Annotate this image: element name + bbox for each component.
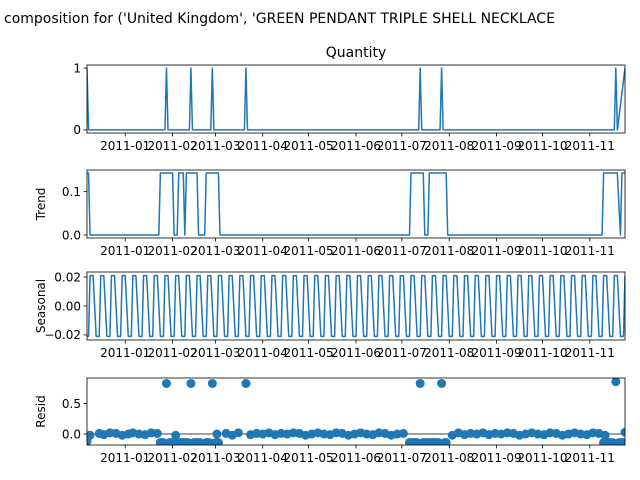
resid-ytick-label: 0.5 xyxy=(62,397,81,411)
seasonal-ytick-label: −0.02 xyxy=(44,328,81,342)
resid-panel: 0.50.02011-012011-022011-032011-042011-0… xyxy=(34,377,626,465)
resid-xtick-label: 2011-04 xyxy=(238,451,288,465)
trend-line xyxy=(87,172,625,236)
observed-xtick-label: 2011-07 xyxy=(377,139,427,153)
resid-point xyxy=(398,428,408,438)
seasonal-xtick-label: 2011-03 xyxy=(190,346,240,360)
observed-xtick-label: 2011-01 xyxy=(100,139,150,153)
seasonal-xtick-label: 2011-10 xyxy=(517,346,567,360)
trend-frame xyxy=(86,169,626,239)
observed-xtick-label: 2011-09 xyxy=(472,139,522,153)
resid-xtick-label: 2011-08 xyxy=(424,451,474,465)
observed-xtick-label: 2011-11 xyxy=(565,139,615,153)
resid-xtick-label: 2011-10 xyxy=(517,451,567,465)
observed-xtick-label: 2011-05 xyxy=(284,139,334,153)
trend-xtick-label: 2011-05 xyxy=(284,244,334,258)
observed-xtick-label: 2011-02 xyxy=(148,139,198,153)
seasonal-data xyxy=(87,274,625,338)
seasonal-ytick-label: 0.02 xyxy=(54,270,81,284)
trend-xtick-label: 2011-01 xyxy=(100,244,150,258)
resid-point xyxy=(186,378,196,388)
observed-xtick-label: 2011-08 xyxy=(424,139,474,153)
observed-data xyxy=(87,67,625,131)
trend-xtick-label: 2011-06 xyxy=(331,244,381,258)
resid-xtick-label: 2011-02 xyxy=(148,451,198,465)
seasonal-ylabel: Seasonal xyxy=(34,279,48,333)
resid-point xyxy=(600,430,610,440)
resid-xtick-label: 2011-07 xyxy=(377,451,427,465)
resid-point xyxy=(152,428,162,438)
seasonal-xtick-label: 2011-05 xyxy=(284,346,334,360)
resid-point xyxy=(207,378,217,388)
observed-ytick-label: 0 xyxy=(73,123,81,137)
seasonal-xtick-label: 2011-06 xyxy=(331,346,381,360)
resid-ylabel: Resid xyxy=(34,395,48,427)
resid-point xyxy=(212,429,222,439)
resid-xtick-label: 2011-01 xyxy=(100,451,150,465)
trend-data xyxy=(87,172,625,236)
observed-line xyxy=(87,67,625,131)
trend-xtick-label: 2011-02 xyxy=(148,244,198,258)
observed-panel: 012011-012011-022011-032011-042011-05201… xyxy=(73,61,626,153)
resid-point xyxy=(161,378,171,388)
seasonal-xtick-label: 2011-01 xyxy=(100,346,150,360)
resid-xtick-label: 2011-03 xyxy=(190,451,240,465)
trend-ylabel: Trend xyxy=(34,188,48,222)
trend-xtick-label: 2011-04 xyxy=(238,244,288,258)
seasonal-xtick-label: 2011-07 xyxy=(377,346,427,360)
resid-data xyxy=(87,378,625,445)
trend-xtick-label: 2011-03 xyxy=(190,244,240,258)
trend-xtick-label: 2011-11 xyxy=(565,244,615,258)
trend-ytick-label: 0.0 xyxy=(62,228,81,242)
trend-xtick-label: 2011-08 xyxy=(424,244,474,258)
observed-ytick-label: 1 xyxy=(73,61,81,75)
trend-xtick-label: 2011-10 xyxy=(517,244,567,258)
resid-point xyxy=(441,438,451,445)
observed-xtick-label: 2011-06 xyxy=(331,139,381,153)
resid-xtick-label: 2011-09 xyxy=(472,451,522,465)
seasonal-xtick-label: 2011-02 xyxy=(148,346,198,360)
resid-point xyxy=(437,378,447,388)
trend-xtick-label: 2011-09 xyxy=(472,244,522,258)
resid-xtick-label: 2011-05 xyxy=(284,451,334,465)
trend-xtick-label: 2011-07 xyxy=(377,244,427,258)
resid-point xyxy=(241,378,251,388)
seasonal-line xyxy=(87,274,625,338)
seasonal-ytick-label: 0.00 xyxy=(54,299,81,313)
resid-point xyxy=(233,428,243,438)
resid-ytick-label: 0.0 xyxy=(62,427,81,441)
resid-xtick-label: 2011-11 xyxy=(565,451,615,465)
resid-point xyxy=(415,378,425,388)
resid-point xyxy=(620,427,625,437)
seasonal-xtick-label: 2011-11 xyxy=(565,346,615,360)
trend-panel: 0.00.12011-012011-022011-032011-042011-0… xyxy=(34,169,626,258)
resid-point xyxy=(611,378,621,387)
resid-xtick-label: 2011-06 xyxy=(331,451,381,465)
resid-point xyxy=(618,438,625,445)
seasonal-xtick-label: 2011-04 xyxy=(238,346,288,360)
panels: 012011-012011-022011-032011-042011-05201… xyxy=(34,61,626,465)
observed-xtick-label: 2011-03 xyxy=(190,139,240,153)
observed-xtick-label: 2011-10 xyxy=(517,139,567,153)
observed-xtick-label: 2011-04 xyxy=(238,139,288,153)
resid-point xyxy=(87,436,92,445)
figure-title: composition for ('United Kingdom', 'GREE… xyxy=(4,11,555,27)
observed-title: Quantity xyxy=(326,45,387,61)
trend-ytick-label: 0.1 xyxy=(62,185,81,199)
seasonal-xtick-label: 2011-09 xyxy=(472,346,522,360)
seasonal-panel: 0.020.00−0.022011-012011-022011-032011-0… xyxy=(34,270,626,360)
resid-point xyxy=(171,430,181,440)
seasonal-xtick-label: 2011-08 xyxy=(424,346,474,360)
resid-point xyxy=(213,438,223,445)
